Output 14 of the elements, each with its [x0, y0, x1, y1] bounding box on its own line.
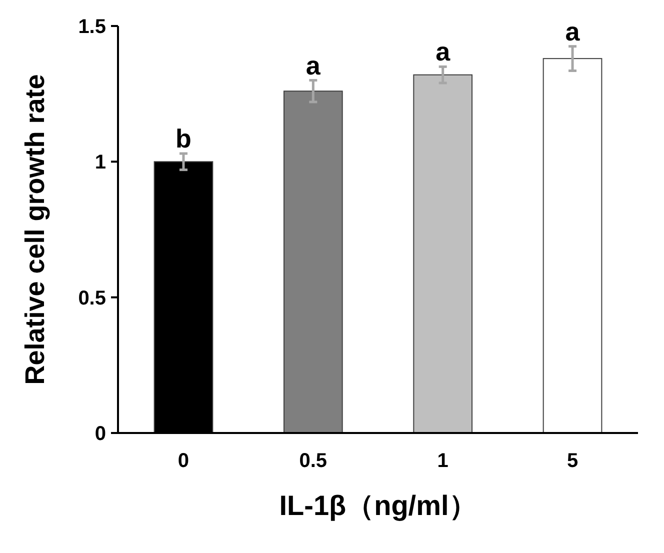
x-tick-label: 1	[437, 450, 448, 472]
x-tick-label: 0.5	[299, 450, 328, 472]
annotation: a	[565, 16, 580, 46]
y-tick-label: 1	[94, 152, 106, 174]
y-tick-label: 1.5	[78, 16, 106, 38]
x-axis-title: IL-1β（ng/ml）	[279, 490, 477, 521]
x-tick-label: 0	[178, 450, 190, 472]
annotation: b	[176, 124, 192, 154]
annotation: a	[306, 50, 321, 80]
y-tick-label: 0.5	[78, 287, 106, 310]
x-tick-label: 5	[566, 450, 578, 472]
y-tick-label: 0	[94, 423, 106, 445]
annotation: a	[436, 36, 451, 67]
y-axis-title: Relative cell growth rate	[20, 74, 50, 385]
